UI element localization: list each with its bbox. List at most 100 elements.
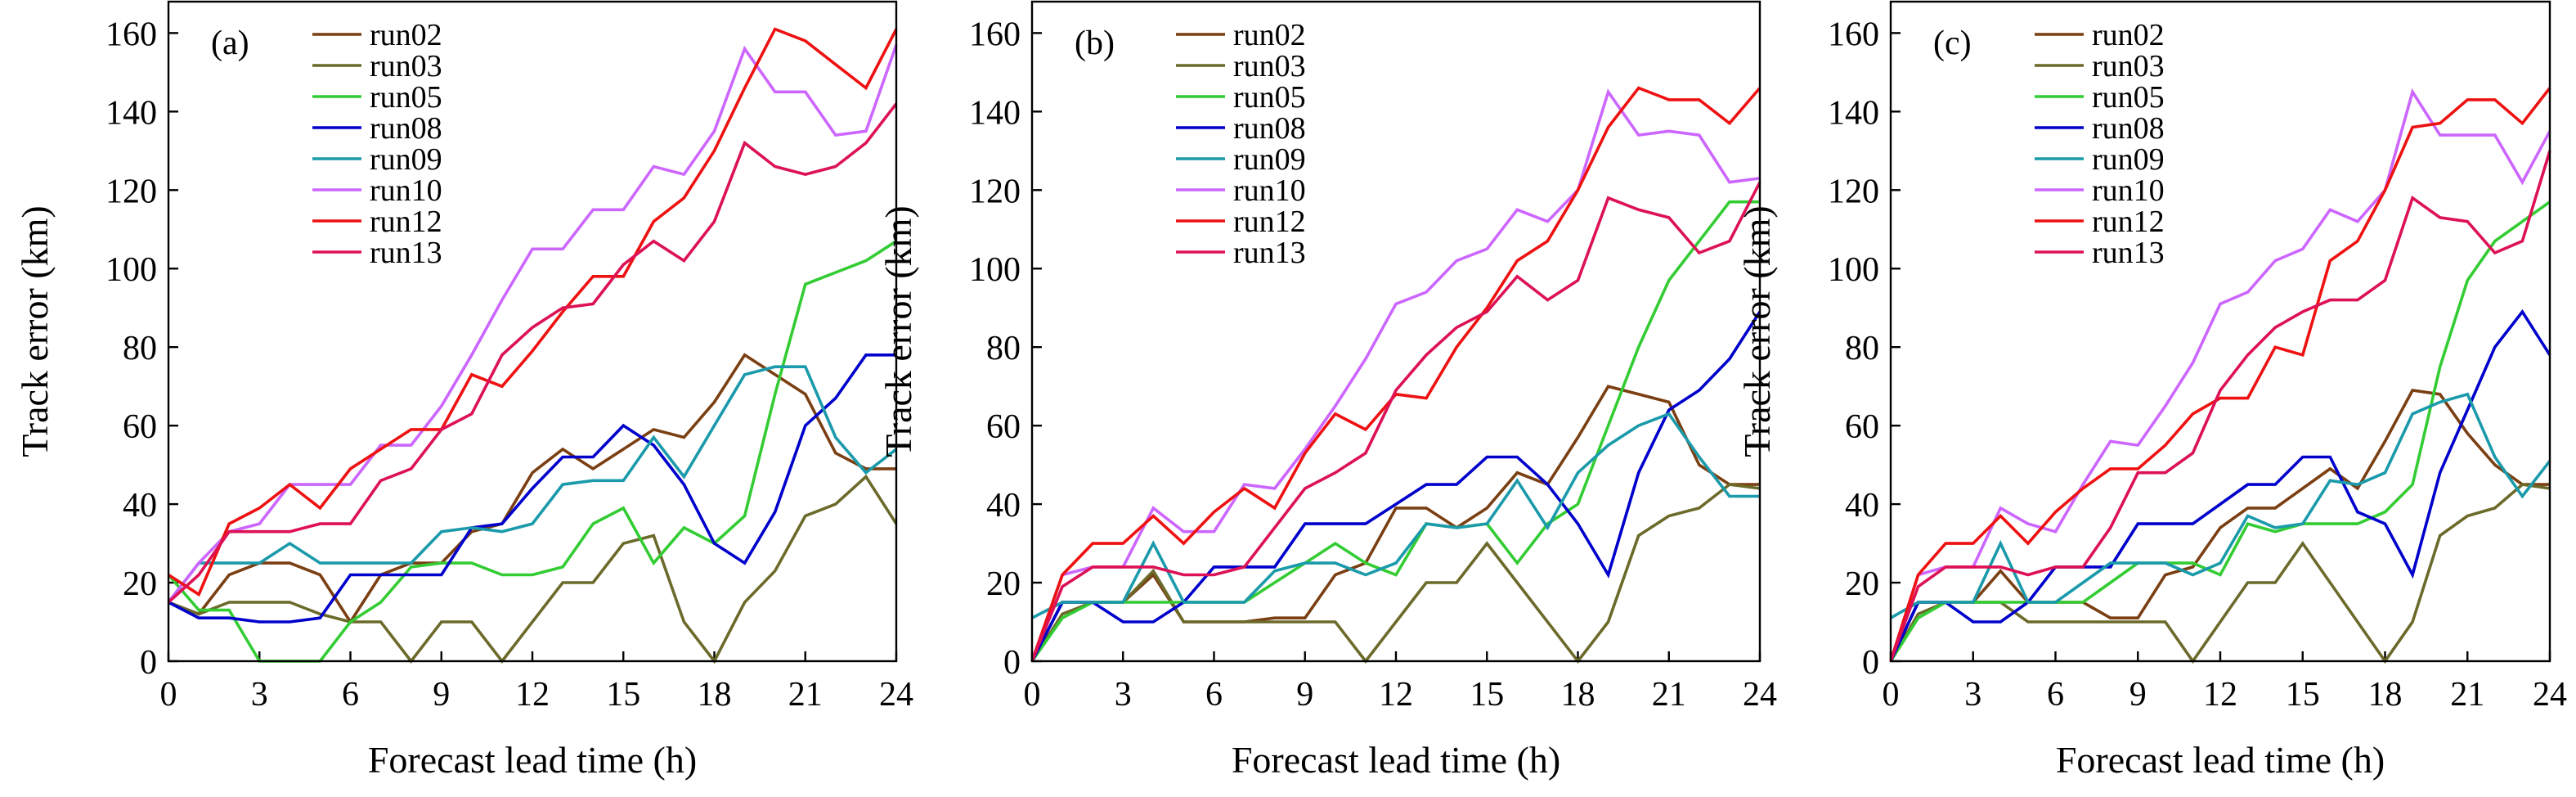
x-tick-label: 3 — [1115, 676, 1132, 714]
y-tick-label: 80 — [123, 330, 157, 367]
legend-label-run08: run08 — [2092, 111, 2165, 146]
x-tick-label: 21 — [2450, 676, 2484, 714]
y-tick-label: 100 — [105, 251, 157, 289]
series-line-run10 — [1889, 88, 2551, 662]
series-line-run03 — [168, 474, 898, 664]
legend-label-run13: run13 — [370, 236, 442, 270]
panel-tag: (a) — [211, 25, 249, 62]
series-line-run10 — [1030, 88, 1761, 662]
x-tick-label: 3 — [1964, 676, 1981, 714]
series-line-run03 — [1030, 483, 1761, 664]
x-tick-label: 12 — [2203, 676, 2237, 714]
legend-label-run10: run10 — [2092, 173, 2165, 208]
series-lines — [167, 27, 898, 664]
y-tick-label: 40 — [986, 487, 1021, 525]
panel-tag: (c) — [1933, 25, 1972, 62]
x-tick-label: 15 — [606, 676, 640, 714]
series-line-run05 — [167, 240, 897, 663]
y-tick-labels: 0 20 40 60 80 100 120 140 160 — [969, 16, 1042, 682]
x-tick-label: 0 — [160, 676, 177, 714]
y-tick-label: 0 — [1003, 644, 1021, 682]
series-line-run13 — [1030, 181, 1761, 662]
x-axis-label: Forecast lead time (h) — [368, 739, 697, 781]
series-line-run13 — [1889, 150, 2551, 662]
y-tick-label: 60 — [1845, 408, 1879, 446]
legend-label-run09: run09 — [1233, 142, 1306, 177]
x-tick-label: 24 — [879, 676, 913, 714]
legend-label-run08: run08 — [370, 111, 442, 146]
x-tick-labels: 0 3 6 9 12 15 18 21 24 — [1024, 651, 1777, 714]
series-line-run08 — [1889, 308, 2551, 662]
legend-label-run03: run03 — [2092, 49, 2165, 83]
legend-label-run10: run10 — [1233, 173, 1306, 208]
y-tick-labels: 0 20 40 60 80 100 120 140 160 — [1828, 16, 1901, 682]
x-tick-label: 15 — [2286, 676, 2320, 714]
legend-label-run09: run09 — [2092, 142, 2165, 177]
y-tick-label: 0 — [1862, 644, 1879, 682]
panel-b: Track error (km) Forecast lead time (h) … — [877, 0, 1777, 781]
series-line-run05 — [1889, 200, 2551, 662]
legend-label-run12: run12 — [1233, 205, 1306, 239]
y-tick-label: 40 — [1845, 487, 1879, 525]
series-line-run02 — [1889, 389, 2550, 662]
y-tick-label: 20 — [986, 565, 1021, 603]
y-tick-label: 20 — [123, 565, 157, 603]
legend-label-run12: run12 — [370, 205, 442, 239]
y-tick-label: 100 — [969, 251, 1021, 289]
legend-label-run03: run03 — [1233, 49, 1306, 83]
x-tick-label: 15 — [1470, 676, 1504, 714]
series-line-run09 — [167, 365, 898, 604]
y-tick-label: 60 — [986, 408, 1021, 446]
x-tick-label: 18 — [1561, 676, 1595, 714]
series-line-run08 — [168, 353, 896, 624]
series-line-run02 — [168, 353, 896, 625]
legend-label-run13: run13 — [2092, 236, 2165, 270]
series-line-run08 — [1030, 311, 1761, 662]
y-tick-label: 140 — [105, 94, 157, 132]
series-line-run12 — [1030, 86, 1761, 662]
y-tick-label: 120 — [105, 173, 157, 210]
y-tick-labels: 0 20 40 60 80 100 120 140 160 — [105, 16, 178, 682]
x-tick-label: 9 — [1296, 676, 1313, 714]
x-tick-label: 18 — [2368, 676, 2403, 714]
x-tick-label: 24 — [2533, 676, 2567, 714]
legend-label-run10: run10 — [370, 173, 442, 208]
y-tick-label: 80 — [1845, 330, 1879, 367]
x-tick-label: 24 — [1743, 676, 1777, 714]
legend-label-run09: run09 — [370, 142, 442, 177]
y-tick-label: 160 — [969, 16, 1021, 53]
legend-label-run12: run12 — [2092, 205, 2165, 239]
legend-label-run03: run03 — [370, 49, 442, 83]
y-tick-label: 120 — [1828, 173, 1879, 210]
x-tick-label: 21 — [1652, 676, 1686, 714]
x-tick-label: 6 — [1205, 676, 1223, 714]
y-axis-label: Track error (km) — [877, 205, 919, 457]
x-tick-label: 12 — [1379, 676, 1413, 714]
x-tick-label: 21 — [788, 676, 823, 714]
series-line-run10 — [167, 44, 898, 604]
series-lines — [1889, 87, 2551, 664]
legend-label-run05: run05 — [370, 80, 442, 115]
x-tick-labels: 0 3 6 9 12 15 18 21 24 — [160, 651, 913, 714]
legend-label-run05: run05 — [1233, 80, 1306, 115]
series-line-run09 — [1890, 392, 2551, 619]
x-tick-label: 6 — [2047, 676, 2064, 714]
series-line-run05 — [1030, 200, 1760, 663]
y-tick-label: 100 — [1828, 251, 1879, 289]
y-tick-label: 120 — [969, 173, 1021, 210]
x-tick-label: 18 — [698, 676, 732, 714]
y-tick-label: 40 — [123, 487, 157, 525]
y-tick-label: 160 — [1828, 16, 1879, 53]
legend-label-run02: run02 — [1233, 18, 1306, 52]
x-tick-label: 9 — [433, 676, 450, 714]
y-tick-label: 160 — [105, 16, 157, 53]
y-tick-label: 60 — [123, 408, 157, 446]
y-tick-label: 0 — [140, 644, 157, 682]
panel-c: Track error (km) Forecast lead time (h) … — [1736, 0, 2567, 781]
y-tick-label: 20 — [1845, 565, 1879, 603]
panel-a: Track error (km) Forecast lead time (h) … — [14, 0, 913, 781]
series-line-run09 — [1031, 412, 1760, 619]
